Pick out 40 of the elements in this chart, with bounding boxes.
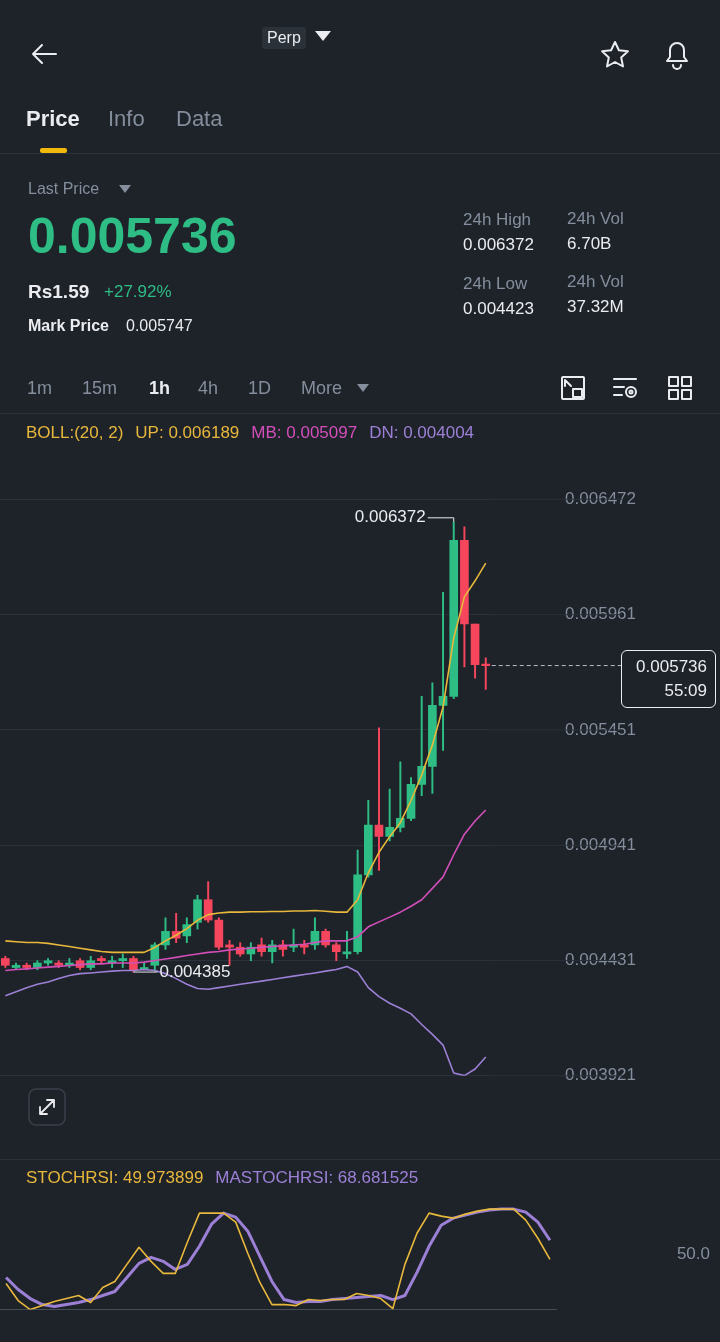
text: +27.92% [104,282,172,302]
text: 0.005747 [126,317,193,336]
text: 50.0 [676,1244,710,1264]
text: 1h [149,378,171,399]
text: 24h High [463,210,532,230]
annotation: 0.006372 [354,507,426,527]
text: Last Price [28,180,100,199]
text: 6.70B [567,234,612,254]
y-tick-label: 0.006472 [565,488,636,508]
text: Rs1.59 [28,281,90,303]
text: Data [176,106,223,132]
series-label: MASTOCHRSI: 68.681525 [215,1168,419,1188]
text: Info [108,106,145,132]
ref-line-label: 0.005736 [635,655,707,678]
text: MB: 0.005097 [251,423,358,443]
text: 24h Low [463,274,528,294]
text: Perp [262,27,306,50]
y-tick-label: 0.005961 [565,604,636,624]
text: Price [26,106,80,132]
y-tick-label: 0.003921 [565,1065,636,1085]
text: 24h Vol [567,272,624,292]
text: 0.004423 [463,299,534,319]
annotation: 0.004385 [159,961,231,981]
text: 24h Vol [567,209,624,229]
text: UP: 0.006189 [135,423,240,443]
text: DN: 0.004004 [369,423,475,443]
text: 0.006372 [463,235,534,255]
y-tick-label: 0.004941 [565,834,636,854]
text: More [301,378,343,399]
series-label: STOCHRSI: 49.973899 [26,1168,204,1188]
text: 1m [27,378,53,399]
text: 4h [198,378,219,399]
text: 37.32M [567,297,624,317]
text: 15m [82,378,118,399]
text: 55:09 [663,679,707,702]
text: 0.005736 [28,208,237,266]
legend-title: BOLL:(20, 2) [26,423,124,443]
text: Mark Price [28,317,109,336]
y-tick-label: 0.005451 [565,719,636,739]
text: 1D [248,378,272,399]
